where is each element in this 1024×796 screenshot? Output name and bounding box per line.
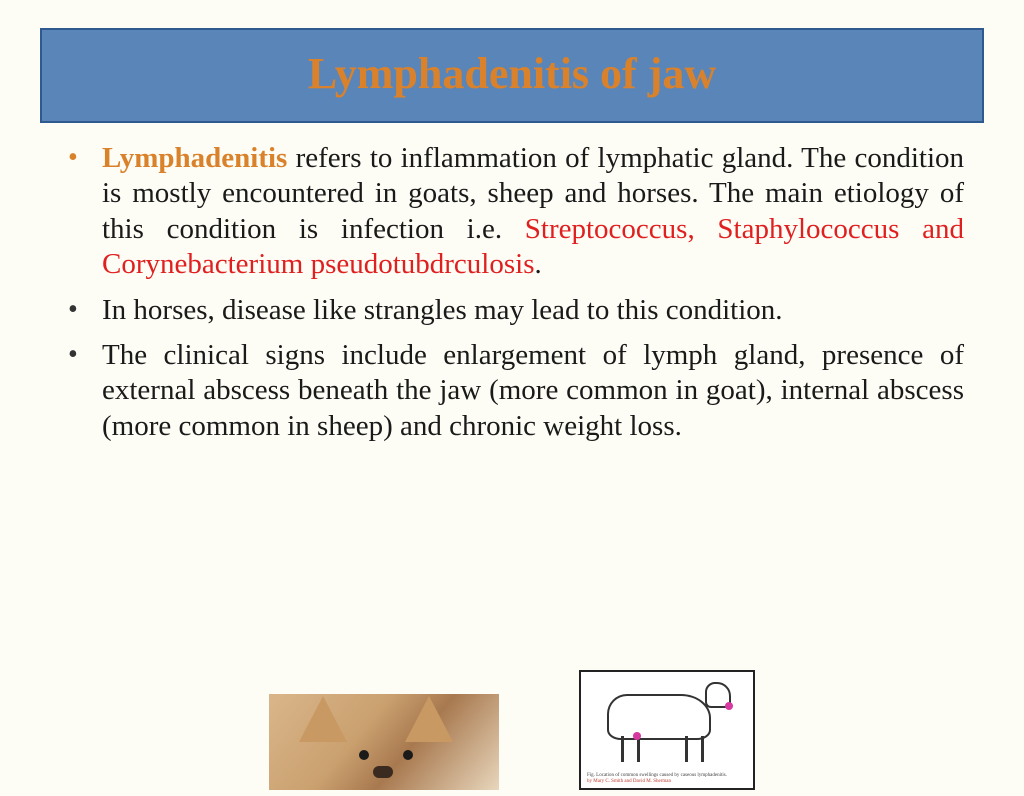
goat-leg-icon <box>701 736 704 762</box>
goat-caption-line1: Fig. Location of common swellings caused… <box>587 773 727 778</box>
title-banner: Lymphadenitis of jaw <box>40 28 984 123</box>
bullet-1: Lymphadenitis refers to inflammation of … <box>60 141 964 283</box>
dog-eye-icon <box>359 750 369 760</box>
goat-leg-icon <box>621 736 624 762</box>
goat-caption: Fig. Location of common swellings caused… <box>587 773 747 784</box>
content-area: Lymphadenitis refers to inflammation of … <box>0 141 1024 444</box>
dog-photo <box>269 694 499 790</box>
bullet-3: The clinical signs include enlargement o… <box>60 338 964 444</box>
lesion-marker-icon <box>725 702 733 710</box>
page-title: Lymphadenitis of jaw <box>42 48 982 99</box>
bullet-2: In horses, disease like strangles may le… <box>60 293 964 328</box>
goat-body-icon <box>607 694 711 740</box>
bullet-1-text-b: . <box>535 248 542 280</box>
image-row: Fig. Location of common swellings caused… <box>0 670 1024 790</box>
goat-leg-icon <box>685 736 688 762</box>
term-lymphadenitis: Lymphadenitis <box>102 142 287 174</box>
goat-caption-line2: by Mary C. Smith and David M. Sherman <box>587 779 671 784</box>
dog-eye-icon <box>403 750 413 760</box>
lesion-marker-icon <box>633 732 641 740</box>
bullet-list: Lymphadenitis refers to inflammation of … <box>60 141 964 444</box>
goat-diagram: Fig. Location of common swellings caused… <box>579 670 755 790</box>
